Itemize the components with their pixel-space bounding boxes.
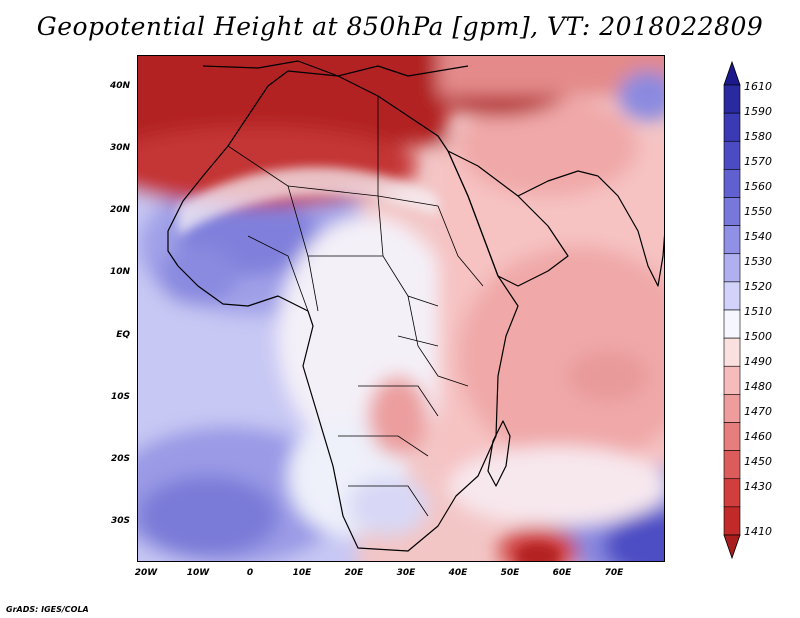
colorbar-label-4: 1560 [744,180,772,193]
colorbar-label-2: 1580 [744,130,772,143]
colorbar-segment [723,309,741,339]
colorbar-segment [723,422,741,451]
borders [227,96,484,517]
colorbar-segment [723,365,741,395]
colorbar-label-7: 1530 [744,255,772,268]
colorbar-segment [723,112,741,142]
colorbar [723,60,741,560]
colorbar-label-5: 1550 [744,205,772,218]
colorbar-segment [723,450,741,480]
lon-label-10e: 10E [292,568,312,578]
colorbar-label-8: 1520 [744,280,772,293]
colorbar-segment [723,506,741,536]
colorbar-segment [723,84,741,114]
colorbar-label-11: 1490 [744,355,772,368]
colorbar-label-14: 1460 [744,430,772,443]
coastlines [167,60,664,552]
lat-label-40n: 40N [109,81,130,91]
field-detail [178,167,560,561]
colorbar-segment [723,281,741,311]
colorbar-segments [723,60,741,560]
colorbar-label-1: 1590 [744,105,772,118]
lon-label-70e: 70E [604,568,624,578]
map-svg [138,56,664,561]
lat-label-30n: 30N [109,143,130,153]
colorbar-label-3: 1570 [744,155,772,168]
map-area [137,55,665,562]
colorbar-bottom-arrow [723,534,741,560]
colorbar-segment [723,197,741,226]
colorbar-label-12: 1480 [744,380,772,393]
lon-label-40e: 40E [448,568,468,578]
colorbar-segment [723,225,741,255]
colorbar-label-13: 1470 [744,405,772,418]
lat-label-30s: 30S [110,516,130,526]
lat-label-20n: 20N [109,205,130,215]
lat-label-10s: 10S [110,392,130,402]
colorbar-label-0: 1610 [744,80,772,93]
lon-label-20e: 20E [344,568,364,578]
lon-label-60e: 60E [552,568,572,578]
colorbar-top-arrow [723,60,741,86]
colorbar-segment [723,253,741,283]
colorbar-label-16: 1430 [744,480,772,493]
lon-label-20w: 20W [134,568,158,578]
lat-label-20s: 20S [110,454,130,464]
colorbar-label-9: 1510 [744,305,772,318]
lat-label-eq: EQ [116,330,130,340]
lon-label-50e: 50E [500,568,520,578]
colorbar-segment [723,140,741,170]
lon-label-0: 0 [246,568,254,578]
colorbar-label-17: 1410 [744,525,772,538]
colorbar-segment [723,394,741,423]
chart-title: Geopotential Height at 850hPa [gpm], VT:… [36,12,764,41]
colorbar-segment [723,169,741,198]
footer-credit: GrADS: IGES/COLA [6,605,89,614]
colorbar-segment [723,478,741,508]
colorbar-label-10: 1500 [744,330,772,343]
colorbar-segment [723,337,741,367]
colorbar-label-15: 1450 [744,455,772,468]
lon-label-30e: 30E [396,568,416,578]
lon-label-10w: 10W [186,568,210,578]
colorbar-label-6: 1540 [744,230,772,243]
lat-label-10n: 10N [109,267,130,277]
